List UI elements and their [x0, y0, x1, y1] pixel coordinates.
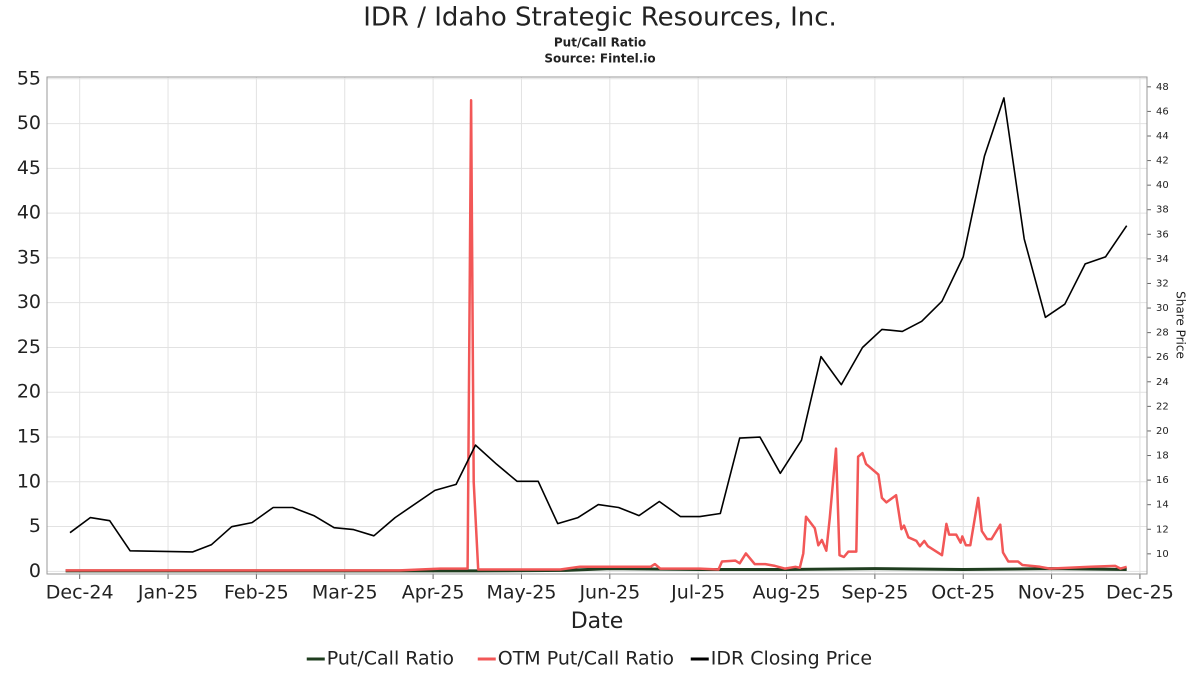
- x-tick-label: May-25: [486, 582, 556, 604]
- y2-tick-label: 18: [1156, 451, 1169, 462]
- y2-tick-label: 38: [1156, 205, 1169, 216]
- y-tick-label: 45: [17, 157, 41, 179]
- x-tick-label: Feb-25: [224, 582, 289, 604]
- x-tick-label: Mar-25: [312, 582, 378, 604]
- series-line: [65, 99, 1128, 572]
- x-tick-label: Jun-25: [578, 582, 640, 604]
- x-axis-label: Date: [571, 609, 624, 634]
- y-tick-label: 40: [17, 202, 41, 224]
- y-tick-label: 50: [17, 112, 41, 134]
- chart-title: IDR / Idaho Strategic Resources, Inc.: [363, 3, 837, 33]
- y2-tick-label: 20: [1156, 426, 1169, 437]
- chart-source: Source: Fintel.io: [544, 52, 655, 66]
- y2-tick-label: 16: [1156, 475, 1169, 486]
- y-tick-label: 20: [17, 381, 41, 403]
- y-tick-label: 25: [17, 336, 41, 358]
- plot-frame: [46, 76, 1148, 575]
- y2-tick-label: 40: [1156, 180, 1169, 191]
- y-tick-label: 0: [29, 560, 41, 582]
- x-tick-label: Jul-25: [670, 582, 725, 604]
- y2-tick-label: 42: [1156, 156, 1169, 167]
- x-tick-label: Aug-25: [752, 582, 820, 604]
- y-tick-label: 35: [17, 246, 41, 268]
- y-tick-label: 5: [29, 515, 41, 537]
- y2-tick-label: 28: [1156, 328, 1169, 339]
- y2-tick-label: 36: [1156, 229, 1169, 240]
- y2-tick-label: 22: [1156, 401, 1169, 412]
- y2-tick-label: 46: [1156, 106, 1169, 117]
- y-tick-label: 55: [17, 67, 41, 89]
- x-tick-label: Nov-25: [1018, 582, 1086, 604]
- y-tick-label: 10: [17, 470, 41, 492]
- y2-tick-label: 44: [1156, 131, 1169, 142]
- y2-tick-label: 24: [1156, 377, 1169, 388]
- x-tick-label: Dec-25: [1106, 582, 1174, 604]
- x-tick-label: Apr-25: [402, 582, 465, 604]
- y-tick-label: 30: [17, 291, 41, 313]
- y2-tick-label: 26: [1156, 352, 1169, 363]
- legend-label: Put/Call Ratio: [327, 648, 454, 670]
- legend-label: OTM Put/Call Ratio: [498, 648, 674, 670]
- y-tick-label: 15: [17, 425, 41, 447]
- x-tick-label: Sep-25: [841, 582, 908, 604]
- y2-tick-label: 14: [1156, 500, 1169, 511]
- x-tick-label: Jan-25: [137, 582, 198, 604]
- y2-axis-label: Share Price: [1174, 291, 1188, 359]
- y2-tick-label: 30: [1156, 303, 1169, 314]
- x-tick-label: Dec-24: [46, 582, 114, 604]
- y2-tick-label: 12: [1156, 524, 1169, 535]
- x-tick-label: Oct-25: [931, 582, 995, 604]
- y2-tick-label: 10: [1156, 549, 1169, 560]
- y2-tick-label: 32: [1156, 278, 1169, 289]
- series-line: [69, 97, 1128, 553]
- y2-tick-label: 48: [1156, 82, 1169, 93]
- legend-label: IDR Closing Price: [711, 648, 872, 670]
- chart-subtitle: Put/Call Ratio: [554, 36, 646, 50]
- y2-tick-label: 34: [1156, 254, 1169, 265]
